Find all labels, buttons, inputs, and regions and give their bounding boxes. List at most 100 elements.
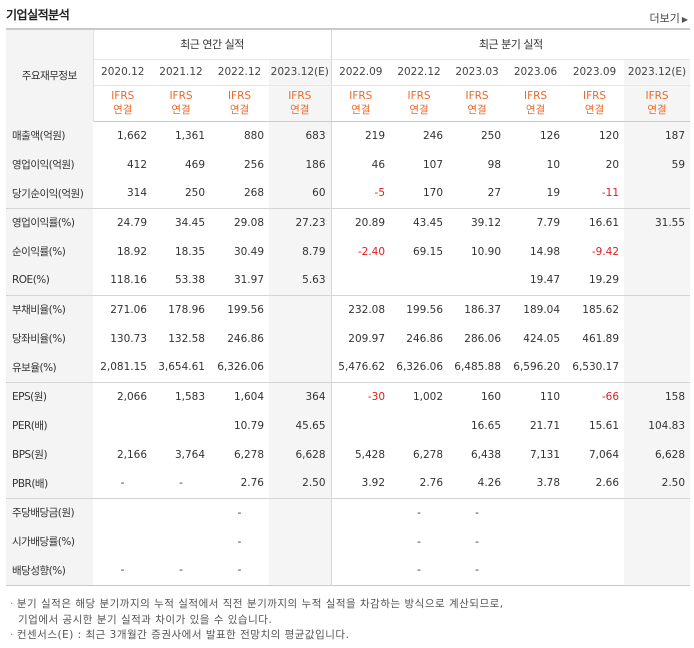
table-cell: 14.98 (529, 245, 561, 258)
table-cell: - (390, 497, 449, 527)
table-cell: 98 (487, 158, 502, 171)
table-cell: 6,278 (233, 448, 264, 461)
table-cell: 1,002 (390, 381, 449, 411)
table-cell (565, 527, 624, 556)
table-row: 영업이익률(%) 24.79 34.45 29.08 27.23 20.89 43.45 39… (6, 207, 691, 237)
ifrs-label: IFRS (645, 90, 669, 102)
table-cell: 69.15 (412, 245, 444, 258)
table-cell: 59 (624, 150, 691, 179)
table-cell: 24.79 (93, 207, 152, 237)
table-cell (269, 294, 332, 324)
period-header: 2023.09 (565, 59, 625, 86)
table-cell: 31.55 (624, 207, 691, 237)
table-cell: 286.06 (464, 332, 502, 345)
table-cell: 256 (243, 158, 264, 171)
table-cell: - (120, 477, 125, 490)
table-cell (624, 324, 691, 353)
table-cell: 469 (184, 158, 205, 171)
chevron-right-icon[interactable]: ▶ (681, 15, 688, 24)
table-cell: -11 (601, 187, 620, 200)
table-cell: 6,628 (269, 440, 332, 469)
table-cell: 6,485.88 (454, 361, 502, 374)
consolidated-label: 연결 (584, 104, 605, 116)
table-cell: 46 (330, 150, 391, 179)
row-label: 영업이익(억원) (6, 150, 93, 179)
table-cell: 246.86 (406, 332, 444, 345)
table-cell: - (237, 535, 242, 548)
row-label: 당기순이익(억원) (6, 179, 93, 208)
table-cell (269, 324, 332, 353)
table-row: 시가배당률(%) - - - (6, 527, 691, 556)
consolidated-label: 연결 (113, 104, 133, 116)
table-cell: 250 (480, 129, 502, 142)
ifrs-badge: IFRS 연결 (330, 85, 391, 122)
footnote-1: 분기 실적은 해당 분기까지의 누적 실적에서 직전 분기까지의 누적 실적을 … (16, 598, 504, 610)
period-header: 2022.09 (330, 59, 391, 86)
table-cell: 185.62 (565, 294, 625, 324)
table-cell (330, 266, 391, 295)
table-row: PER(배) 10.79 45.65 16.65 21.71 15.61 104.83 (6, 411, 691, 440)
ifrs-badge: IFRS 연결 (390, 85, 449, 122)
table-cell: 1,361 (174, 129, 205, 142)
table-cell: - (417, 535, 421, 548)
consolidated-label: 연결 (525, 104, 546, 116)
table-cell: 880 (243, 129, 264, 142)
table-cell: 6,530.17 (572, 361, 620, 374)
table-cell: 6,326.06 (217, 361, 264, 374)
table-row: 배당성향(%) - - - - - (6, 556, 691, 585)
table-cell: 3,764 (174, 448, 205, 461)
row-label: 부채비율(%) (6, 294, 93, 324)
table-cell: 130.73 (110, 332, 147, 345)
table-cell: 21.71 (529, 419, 561, 432)
ifrs-badge: IFRS 연결 (506, 85, 566, 122)
more-label[interactable]: 더보기 (649, 12, 680, 25)
consolidated-label: 연결 (409, 104, 429, 116)
row-label: 유보율(%) (6, 353, 93, 382)
row-label: 순이익률(%) (6, 237, 93, 266)
table-cell: 158 (624, 381, 691, 411)
table-cell: 10.90 (470, 245, 502, 258)
table-cell: 53.38 (174, 274, 205, 287)
table-row: 부채비율(%) 271.06 178.96 199.56 232.08 199.56 186… (6, 294, 691, 324)
ifrs-label: IFRS (465, 90, 489, 102)
period-header: 2020.12 (93, 59, 152, 86)
table-cell: 10 (546, 158, 561, 171)
table-cell: 132.58 (168, 332, 205, 345)
table-cell (565, 556, 624, 585)
table-cell (152, 527, 210, 556)
period-header: 2022.12 (390, 59, 449, 86)
table-cell: 8.79 (269, 237, 332, 266)
table-row: ROE(%) 118.16 53.38 31.97 5.63 19.47 19.29 (6, 266, 691, 295)
period-header: 2022.12 (210, 59, 269, 86)
ifrs-badge: IFRS 연결 (448, 85, 507, 122)
table-cell (506, 556, 565, 585)
table-cell: 2,066 (93, 381, 152, 411)
row-label: 당좌비율(%) (6, 324, 93, 353)
table-cell (624, 179, 691, 208)
footnote-2: 기업에서 공시한 분기 실적과 차이가 있을 수 있습니다. (18, 613, 273, 626)
table-cell (330, 556, 391, 585)
table-cell: - (237, 564, 242, 577)
table-cell: 6,438 (470, 448, 502, 461)
table-cell: 1,583 (152, 381, 210, 411)
table-cell: 219 (330, 121, 391, 150)
period-header: 2023.03 (448, 59, 507, 86)
ifrs-label: IFRS (407, 90, 431, 102)
table-row: 당좌비율(%) 130.73 132.58 246.86 209.97 246.86 286… (6, 324, 691, 353)
table-cell: 118.16 (110, 274, 147, 287)
consolidated-label: 연결 (647, 104, 667, 116)
table-cell: 250 (184, 187, 205, 200)
table-cell: 19 (546, 187, 561, 200)
table-cell: 7,131 (529, 448, 561, 461)
table-cell: - (120, 564, 125, 577)
ifrs-badge: IFRS 연결 (624, 85, 691, 122)
ifrs-label: IFRS (523, 90, 548, 102)
ifrs-label: IFRS (169, 90, 193, 102)
table-cell (624, 266, 691, 295)
table-cell: 412 (126, 158, 147, 171)
more-link[interactable]: 더보기 ▶ (649, 10, 688, 26)
period-header: 2023.12(E) (269, 59, 332, 86)
table-cell: 1,604 (210, 381, 269, 411)
table-cell (269, 353, 332, 382)
table-cell: -9.42 (591, 245, 620, 258)
